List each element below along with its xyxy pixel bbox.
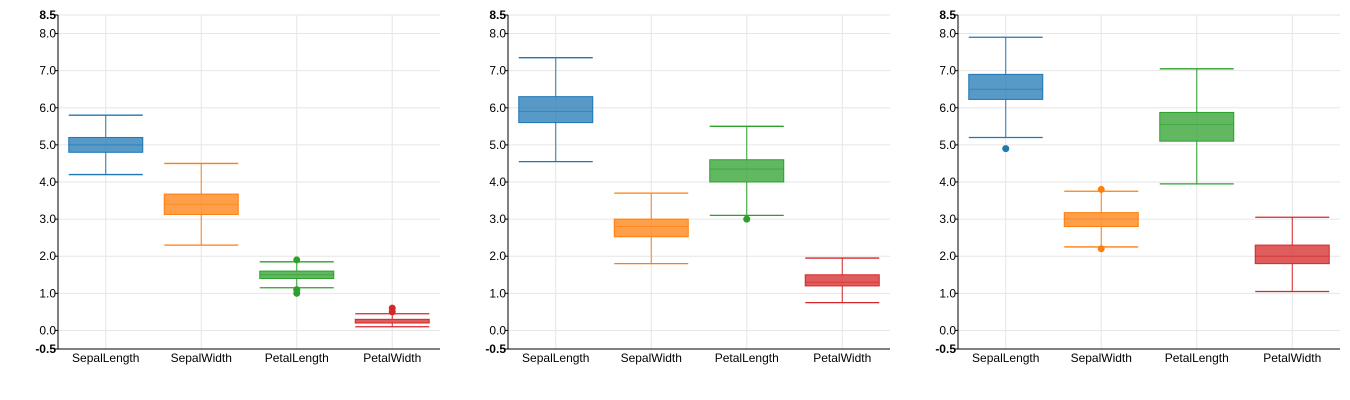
y-tick-label: 5.0	[39, 138, 56, 152]
y-tick-label: 4.0	[39, 175, 56, 189]
x-tick-label: SepalWidth	[171, 351, 232, 365]
box-iqr	[1159, 111, 1235, 142]
y-tick-label: 2.0	[39, 249, 56, 263]
y-tick-label: 7.0	[489, 64, 506, 78]
box-PetalWidth	[804, 257, 880, 304]
outlier-point	[1097, 185, 1105, 193]
box-SepalWidth	[613, 192, 689, 265]
y-tick-label: 1.0	[39, 286, 56, 300]
y-tick-label: -0.5	[935, 342, 956, 356]
grid	[958, 14, 1340, 349]
y-tick-label: -0.5	[485, 342, 506, 356]
chart-panel-3: -0.5 0.0 1.0 2.0 3.0 4.0 5.0 6.0 7.0 8.0 8.5 SepalL…	[935, 8, 1340, 365]
box-iqr	[709, 159, 785, 183]
box-SepalLength	[968, 36, 1044, 153]
y-tick-label: 3.0	[39, 212, 56, 226]
box-iqr	[518, 96, 594, 124]
outlier-point	[293, 289, 301, 297]
x-tick-label: PetalWidth	[363, 351, 421, 365]
y-tick-label: 5.0	[489, 138, 506, 152]
box-iqr	[354, 318, 430, 324]
x-tick-label: PetalWidth	[813, 351, 871, 365]
box-SepalLength	[68, 114, 144, 176]
y-tick-label: 4.0	[489, 175, 506, 189]
y-tick-label: 8.5	[39, 8, 56, 22]
y-tick-label: 7.0	[39, 64, 56, 78]
box-PetalWidth	[354, 304, 430, 328]
box-iqr	[1254, 244, 1330, 265]
box-PetalWidth	[1254, 216, 1330, 293]
outlier-point	[388, 308, 396, 316]
y-tick-label: 2.0	[939, 249, 956, 263]
y-tick-label: 6.0	[39, 101, 56, 115]
y-tick-label: 1.0	[939, 286, 956, 300]
outlier-point	[1002, 145, 1010, 153]
x-tick-label: PetalLength	[1165, 351, 1229, 365]
x-tick-label: SepalLength	[522, 351, 589, 365]
y-tick-label: 5.0	[939, 138, 956, 152]
y-tick-label: 3.0	[489, 212, 506, 226]
x-tick-label: PetalWidth	[1263, 351, 1321, 365]
outlier-point	[1097, 245, 1105, 253]
x-tick-label: SepalWidth	[1071, 351, 1132, 365]
chart-panel-2: -0.5 0.0 1.0 2.0 3.0 4.0 5.0 6.0 7.0 8.0 8.5 SepalL…	[485, 8, 890, 365]
box-PetalLength	[709, 125, 785, 223]
x-tick-label: SepalWidth	[621, 351, 682, 365]
box-iqr	[613, 218, 689, 238]
box-PetalLength	[259, 256, 335, 297]
x-tick-label: PetalLength	[265, 351, 329, 365]
y-tick-label: 8.5	[939, 8, 956, 22]
y-tick-label: 4.0	[939, 175, 956, 189]
y-tick-label: -0.5	[35, 342, 56, 356]
y-tick-label: 1.0	[489, 286, 506, 300]
outlier-point	[743, 215, 751, 223]
y-tick-label: 0.0	[489, 323, 506, 337]
y-tick-label: 0.0	[939, 323, 956, 337]
y-tick-label: 8.5	[489, 8, 506, 22]
x-tick-label: SepalLength	[972, 351, 1039, 365]
x-tick-label: PetalLength	[715, 351, 779, 365]
y-tick-label: 0.0	[39, 323, 56, 337]
y-tick-label: 8.0	[939, 27, 956, 41]
box-PetalLength	[1159, 68, 1235, 185]
box-SepalWidth	[1063, 185, 1139, 253]
y-tick-label: 6.0	[939, 101, 956, 115]
y-tick-label: 2.0	[489, 249, 506, 263]
grid	[508, 14, 890, 349]
grid	[58, 14, 440, 349]
y-tick-label: 8.0	[39, 27, 56, 41]
box-SepalWidth	[163, 162, 239, 246]
x-tick-label: SepalLength	[72, 351, 139, 365]
box-SepalLength	[518, 57, 594, 163]
y-tick-label: 8.0	[489, 27, 506, 41]
box-iqr	[968, 73, 1044, 100]
box-iqr	[804, 274, 880, 287]
chart-panel-1: -0.5 0.0 1.0 2.0 3.0 4.0 5.0 6.0 7.0 8.0 8.5 SepalL…	[35, 8, 440, 365]
y-tick-label: 3.0	[939, 212, 956, 226]
outlier-point	[293, 256, 301, 264]
y-tick-label: 6.0	[489, 101, 506, 115]
y-tick-label: 7.0	[939, 64, 956, 78]
